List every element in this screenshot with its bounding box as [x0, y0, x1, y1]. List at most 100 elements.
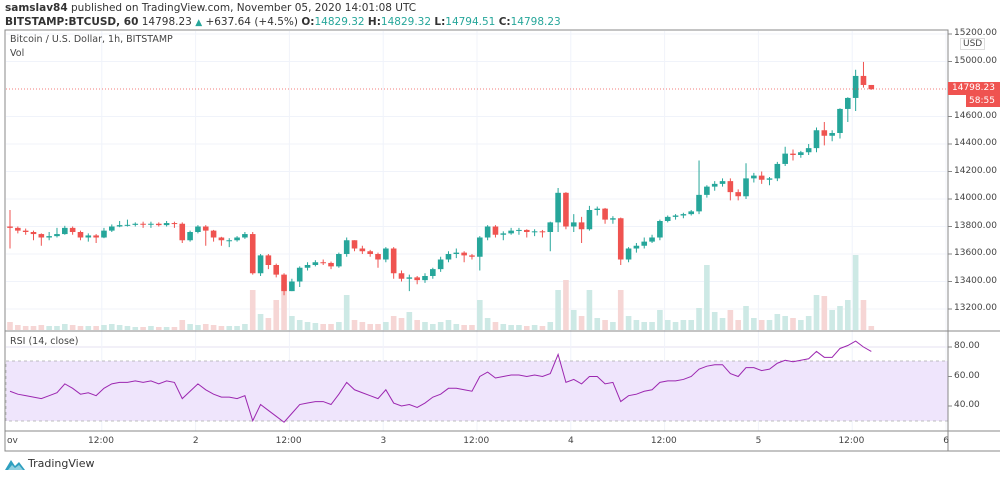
candle-body [563, 192, 569, 227]
candle [226, 238, 233, 248]
volume-bar [641, 322, 648, 330]
candle [453, 248, 460, 259]
candle [437, 256, 444, 272]
candle [132, 222, 139, 227]
candle [77, 230, 84, 241]
volume-bar [868, 326, 875, 330]
volume-bar [242, 324, 248, 330]
candle [187, 230, 193, 242]
volume-bar [805, 316, 812, 330]
volume-bar [296, 320, 303, 330]
candle-body [46, 236, 52, 238]
candle-body [62, 227, 68, 235]
candle-body [430, 269, 436, 276]
candle-body [77, 232, 84, 238]
candle-body [610, 218, 616, 220]
candle [477, 236, 483, 271]
candle-body [320, 262, 326, 264]
open-value: 14829.32 [314, 16, 365, 28]
volume-bar [531, 325, 538, 330]
volume-bar [77, 326, 84, 330]
volume-bar [782, 316, 788, 330]
volume-bar [85, 326, 92, 330]
candle [594, 206, 601, 216]
time-tick-label: 12:00 [463, 436, 490, 446]
candle [657, 219, 663, 241]
volume-bar [492, 322, 499, 330]
candle-body [163, 223, 170, 226]
candle [774, 161, 781, 182]
volume-bar [617, 290, 624, 330]
volume-bar [210, 325, 217, 330]
candle-body [132, 223, 139, 225]
candle-body [234, 237, 240, 241]
candle [218, 236, 225, 246]
candle-body [375, 254, 381, 260]
volume-bar [171, 327, 178, 330]
rsi-legend: RSI (14, close) [10, 336, 79, 347]
volume-bar [672, 322, 679, 330]
volume-bar [328, 324, 334, 330]
candle-body [7, 226, 13, 228]
volume-bar [594, 318, 601, 330]
volume-bar [195, 325, 201, 330]
countdown-badge [966, 95, 1000, 107]
candle [821, 122, 828, 146]
volume-bar [758, 320, 765, 330]
candle [696, 160, 702, 215]
volume-bar [743, 306, 749, 330]
publisher-name[interactable]: samslav84 [5, 2, 68, 14]
candle-body [711, 183, 718, 187]
candle [265, 254, 272, 270]
tradingview-logo[interactable]: TradingView [5, 457, 94, 470]
candle-body [751, 175, 757, 179]
volume-bar [461, 325, 467, 330]
candle-body [727, 181, 734, 193]
volume-bar [602, 320, 608, 330]
candle-body [140, 223, 146, 225]
candle-body [398, 273, 405, 279]
volume-bar [688, 320, 695, 330]
candle [312, 260, 319, 267]
candle-body [273, 265, 280, 275]
volume-bar [798, 320, 804, 330]
candle-body [359, 248, 366, 252]
volume-bar [414, 320, 420, 330]
time-tick-label: 6 [943, 436, 949, 446]
candle [492, 225, 499, 238]
candle-body [54, 234, 60, 237]
candle [406, 274, 413, 292]
candle-body [453, 252, 460, 254]
volume-bar [226, 326, 233, 330]
candle-body [116, 225, 123, 227]
currency-label[interactable]: USD [960, 38, 986, 50]
candle-body [195, 226, 201, 232]
candle [805, 144, 812, 155]
candle [22, 228, 29, 235]
candle [242, 232, 248, 239]
volume-bar [719, 318, 726, 330]
price-tick-label: 15200.00 [954, 28, 997, 38]
candle-body [148, 223, 154, 225]
rsi-tick-label: 40.00 [954, 400, 980, 410]
candle-body [782, 153, 788, 164]
volume-bar [383, 322, 389, 330]
countdown-label: 58:55 [969, 96, 995, 106]
candle-body [649, 237, 655, 242]
candle [617, 217, 624, 265]
volume-bar [484, 318, 491, 330]
candle [735, 189, 741, 201]
price-tick-label: 13400.00 [954, 275, 997, 286]
candle [578, 216, 585, 243]
volume-bar [163, 327, 170, 330]
volume-bar [148, 326, 154, 330]
candle-body [108, 226, 115, 231]
volume-bar [30, 326, 37, 330]
price-tick-label: 14000.00 [954, 193, 997, 203]
low-label: L: [434, 16, 446, 28]
volume-bar [422, 322, 428, 330]
candle [171, 221, 178, 228]
price-tick-label: 15000.00 [954, 55, 997, 66]
volume-bar [289, 316, 295, 330]
